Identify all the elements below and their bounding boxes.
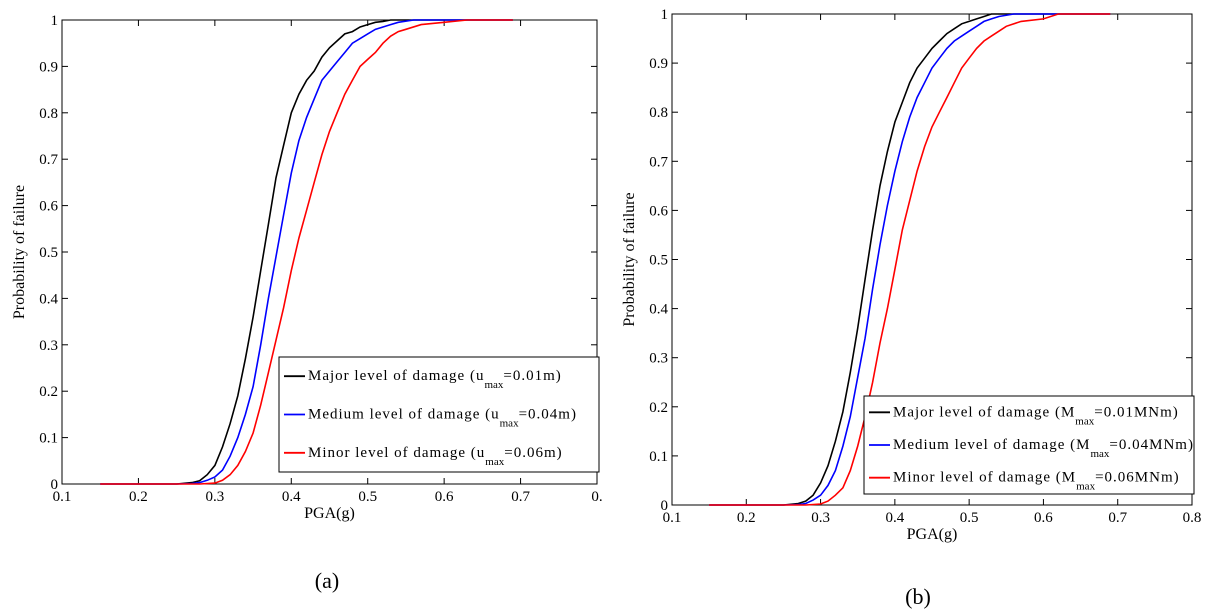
legend-label-1: Medium level of damage (umax=0.04m) [308, 407, 577, 430]
legend-label-0: Major level of damage (Mmax=0.01MNm) [893, 404, 1179, 427]
legend-name: Major level of damage (u [308, 368, 484, 384]
y-tick-label: 0.7 [39, 152, 58, 168]
x-tick-label: 0.5 [960, 510, 979, 526]
legend-suffix: =0.04m) [519, 407, 577, 423]
y-tick-label: 1 [51, 13, 59, 29]
legend-suffix: =0.01MNm) [1094, 404, 1179, 420]
legend-label-0: Major level of damage (umax=0.01m) [308, 368, 562, 391]
legend-subscript: max [1090, 448, 1109, 460]
legend-label-2: Minor level of damage (umax=0.06m) [308, 445, 563, 468]
y-tick-label: 0.1 [39, 431, 58, 447]
y-tick-label: 0.7 [649, 154, 668, 170]
x-tick-label: 0.3 [205, 489, 224, 505]
x-tick-label: 0. [591, 489, 602, 505]
y-tick-label: 0.4 [39, 291, 58, 307]
chart-panel-b: 0.1 0.2 0.3 0.4 0.5 0.6 0.7 0.800.10.20.30.40.5… [621, 7, 1201, 609]
x-tick-label: 0.3 [811, 510, 830, 526]
legend-box [278, 356, 600, 473]
x-tick-label: 0.4 [282, 489, 301, 505]
x-tick-label: 0.1 [53, 489, 72, 505]
legend-name: Medium level of damage (M [893, 437, 1090, 453]
y-tick-label: 0 [661, 498, 669, 514]
legend-name: Minor level of damage (M [893, 470, 1076, 486]
y-tick-label: 0.4 [649, 302, 668, 318]
y-tick-label: 0.8 [649, 105, 668, 121]
legend-suffix: =0.04MNm) [1109, 437, 1194, 453]
legend-subscript: max [500, 418, 519, 430]
y-tick-label: 0.1 [649, 449, 668, 465]
y-tick-label: 0.3 [39, 338, 58, 354]
panel-label: (a) [315, 568, 339, 593]
x-tick-label: 0.4 [885, 510, 904, 526]
legend-name: Medium level of damage (u [308, 407, 500, 423]
y-tick-label: 0.8 [39, 106, 58, 122]
legend-suffix: =0.06m) [504, 445, 562, 461]
legend-name: Major level of damage (M [893, 404, 1075, 420]
legend-subscript: max [1076, 481, 1095, 493]
y-tick-label: 0.9 [649, 56, 668, 72]
y-tick-label: 0.5 [39, 245, 58, 261]
series-line-2 [709, 13, 1111, 506]
x-tick-label: 0.6 [435, 489, 454, 505]
x-tick-label: 0.5 [358, 489, 377, 505]
y-tick-label: 0.6 [39, 199, 58, 215]
series-line-1 [709, 13, 1111, 506]
legend-box [863, 395, 1195, 495]
y-tick-label: 0.2 [39, 384, 58, 400]
legend-name: Minor level of damage (u [308, 445, 485, 461]
legend-subscript: max [485, 456, 504, 468]
x-tick-label: 0.6 [1034, 510, 1053, 526]
y-tick-label: 1 [661, 7, 669, 23]
legend-label-1: Medium level of damage (Mmax=0.04MNm) [893, 437, 1194, 460]
x-axis-label: PGA(g) [304, 505, 355, 522]
y-tick-label: 0.6 [649, 203, 668, 219]
x-tick-label: 0.8 [1183, 510, 1202, 526]
y-tick-label: 0.2 [649, 400, 668, 416]
x-tick-label: 0.7 [511, 489, 530, 505]
x-tick-label: 0.7 [1108, 510, 1127, 526]
legend-suffix: =0.06MNm) [1095, 470, 1180, 486]
legend-label-2: Minor level of damage (Mmax=0.06MNm) [893, 470, 1180, 493]
series-line-0 [100, 19, 513, 485]
y-tick-label: 0 [51, 477, 59, 493]
legend-subscript: max [1075, 415, 1094, 427]
x-tick-label: 0.1 [663, 510, 682, 526]
x-tick-label: 0.2 [129, 489, 148, 505]
legend-suffix: =0.01m) [503, 368, 561, 384]
y-axis-label: Probability of failure [621, 192, 638, 326]
x-tick-label: 0.2 [737, 510, 756, 526]
chart-panel-a: 0.1 0.2 0.3 0.4 0.5 0.6 0.7 0.00.10.20.30.40.50… [11, 13, 603, 593]
series-line-1 [100, 19, 513, 485]
panel-label: (b) [905, 584, 931, 609]
y-tick-label: 0.9 [39, 59, 58, 75]
x-axis-label: PGA(g) [907, 526, 958, 543]
y-tick-label: 0.5 [649, 253, 668, 269]
legend-subscript: max [484, 379, 503, 391]
y-tick-label: 0.3 [649, 351, 668, 367]
series-line-2 [100, 19, 513, 485]
series-line-0 [709, 13, 1111, 506]
y-axis-label: Probability of failure [11, 185, 28, 319]
